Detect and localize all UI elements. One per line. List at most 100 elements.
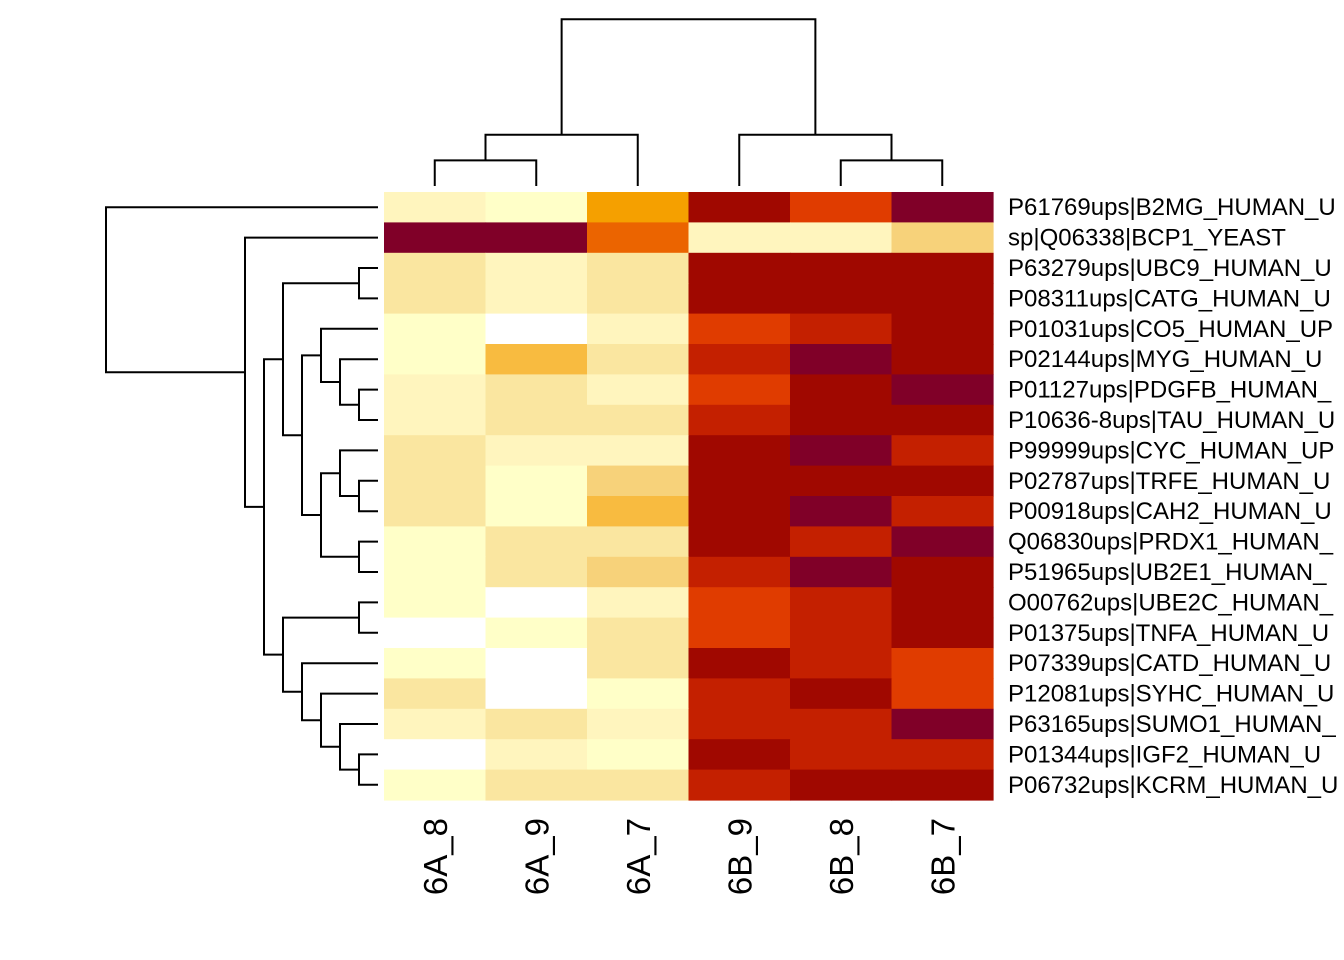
- heatmap-cell: [384, 344, 487, 375]
- dendrogram-branch: [320, 692, 378, 748]
- heatmap-cell: [688, 617, 791, 649]
- heatmap-cell: [891, 739, 994, 771]
- heatmap-cell: [587, 678, 690, 710]
- heatmap-cell: [891, 465, 994, 497]
- heatmap-cell: [384, 283, 487, 315]
- heatmap-cell: [485, 587, 588, 619]
- heatmap-cell: [384, 648, 487, 679]
- heatmap-cell: [891, 526, 994, 558]
- heatmap-cell: [891, 252, 994, 284]
- heatmap-cell: [891, 283, 994, 315]
- heatmap-cell: [384, 252, 487, 284]
- heatmap-cell: [891, 708, 994, 740]
- heatmap-cell: [587, 526, 690, 558]
- heatmap-cell: [790, 435, 893, 467]
- heatmap-cell: [688, 678, 791, 710]
- row-labels: P61769ups|B2MG_HUMAN_U sp|Q06338|BCP1_YEA…: [1008, 194, 1338, 799]
- dendrogram-branch: [282, 616, 359, 693]
- row-label: P00918ups|CAH2_HUMAN_U: [1008, 498, 1332, 525]
- heatmap-cell: [587, 556, 690, 588]
- heatmap-cell: [688, 465, 791, 497]
- heatmap-cell: [384, 496, 487, 527]
- dendrogram-branch: [358, 388, 378, 421]
- heatmap-cell: [891, 192, 994, 223]
- heatmap-cell: [485, 252, 588, 284]
- heatmap-cell: [485, 739, 588, 771]
- heatmap-cell: [891, 678, 994, 710]
- heatmap-cell: [384, 192, 487, 223]
- row-label: P01375ups|TNFA_HUMAN_U: [1008, 620, 1329, 647]
- heatmap-cell: [790, 283, 893, 315]
- dendrogram-branch: [358, 753, 378, 786]
- heatmap-cell: [384, 465, 487, 497]
- column-label: 6B_7: [924, 818, 961, 895]
- heatmap-cell: [790, 617, 893, 649]
- heatmap-cell: [891, 587, 994, 619]
- heatmap-cell: [587, 496, 690, 527]
- heatmap-cell: [384, 556, 487, 588]
- column-label: 6A_8: [417, 818, 454, 895]
- heatmap-cell: [485, 344, 588, 375]
- row-label: P07339ups|CATD_HUMAN_U: [1008, 650, 1331, 677]
- heatmap-cell: [790, 708, 893, 740]
- heatmap-cell: [688, 496, 791, 527]
- heatmap-cell: [790, 678, 893, 710]
- heatmap-cell: [891, 374, 994, 406]
- dendrogram-branch: [560, 18, 817, 135]
- heatmap-cell: [587, 222, 690, 254]
- heatmap-cell: [587, 769, 690, 801]
- heatmap-cell: [688, 252, 791, 284]
- heatmap-cell: [790, 374, 893, 406]
- heatmap-cell: [485, 648, 588, 679]
- heatmap-cell: [384, 769, 487, 801]
- column-label: 6B_9: [721, 818, 758, 895]
- heatmap-cell: [587, 587, 690, 619]
- dendrogram-branch: [839, 159, 944, 186]
- heatmap-cell: [790, 556, 893, 588]
- heatmap-cell: [587, 617, 690, 649]
- heatmap-cell: [587, 313, 690, 345]
- dendrogram-branch: [301, 662, 378, 722]
- heatmap-cell: [485, 404, 588, 436]
- heatmap-cell: [790, 648, 893, 679]
- heatmap-cell: [587, 648, 690, 679]
- column-dendrogram: [433, 18, 944, 186]
- heatmap-cell: [891, 313, 994, 345]
- row-label: P01031ups|CO5_HUMAN_UP: [1008, 316, 1333, 343]
- heatmap-cell: [485, 374, 588, 406]
- heatmap-cell: [688, 374, 791, 406]
- heatmap-cell: [688, 526, 791, 558]
- row-label: P01127ups|PDGFB_HUMAN_: [1008, 377, 1332, 404]
- row-label: P63279ups|UBC9_HUMAN_U: [1008, 255, 1332, 282]
- heatmap-cell: [587, 404, 690, 436]
- heatmap-cell: [384, 404, 487, 436]
- heatmap-cell: [485, 496, 588, 527]
- heatmap-cell: [790, 465, 893, 497]
- row-label: P02144ups|MYG_HUMAN_U: [1008, 346, 1322, 373]
- heatmap-cell: [384, 617, 487, 649]
- heatmap-cell: [790, 222, 893, 254]
- dendrogram-branch: [358, 479, 378, 513]
- dendrogram-branch: [301, 354, 321, 516]
- dendrogram-branch: [105, 206, 378, 374]
- heatmap-cell: [790, 769, 893, 801]
- heatmap-cell: [485, 769, 588, 801]
- row-label: P63165ups|SUMO1_HUMAN_: [1008, 711, 1336, 738]
- column-labels: 6A_8 6A_9 6A_7 6B_9 6B_8 6B_7: [417, 818, 962, 895]
- heatmap-cell: [790, 192, 893, 223]
- heatmap-cell: [384, 313, 487, 345]
- heatmap-cell: [485, 465, 588, 497]
- row-label: P02787ups|TRFE_HUMAN_U: [1008, 468, 1330, 495]
- heatmap-cell: [891, 344, 994, 375]
- heatmap-cell: [688, 344, 791, 375]
- heatmap-cell: [688, 435, 791, 467]
- heatmap-cell: [384, 374, 487, 406]
- column-label: 6A_9: [518, 818, 555, 895]
- heatmap-cell: [587, 252, 690, 284]
- heatmap-cell: [891, 556, 994, 588]
- dendrogram-branch: [358, 540, 378, 573]
- heatmap-cell: [688, 648, 791, 679]
- heatmap-cell: [485, 556, 588, 588]
- heatmap-cell: [485, 708, 588, 740]
